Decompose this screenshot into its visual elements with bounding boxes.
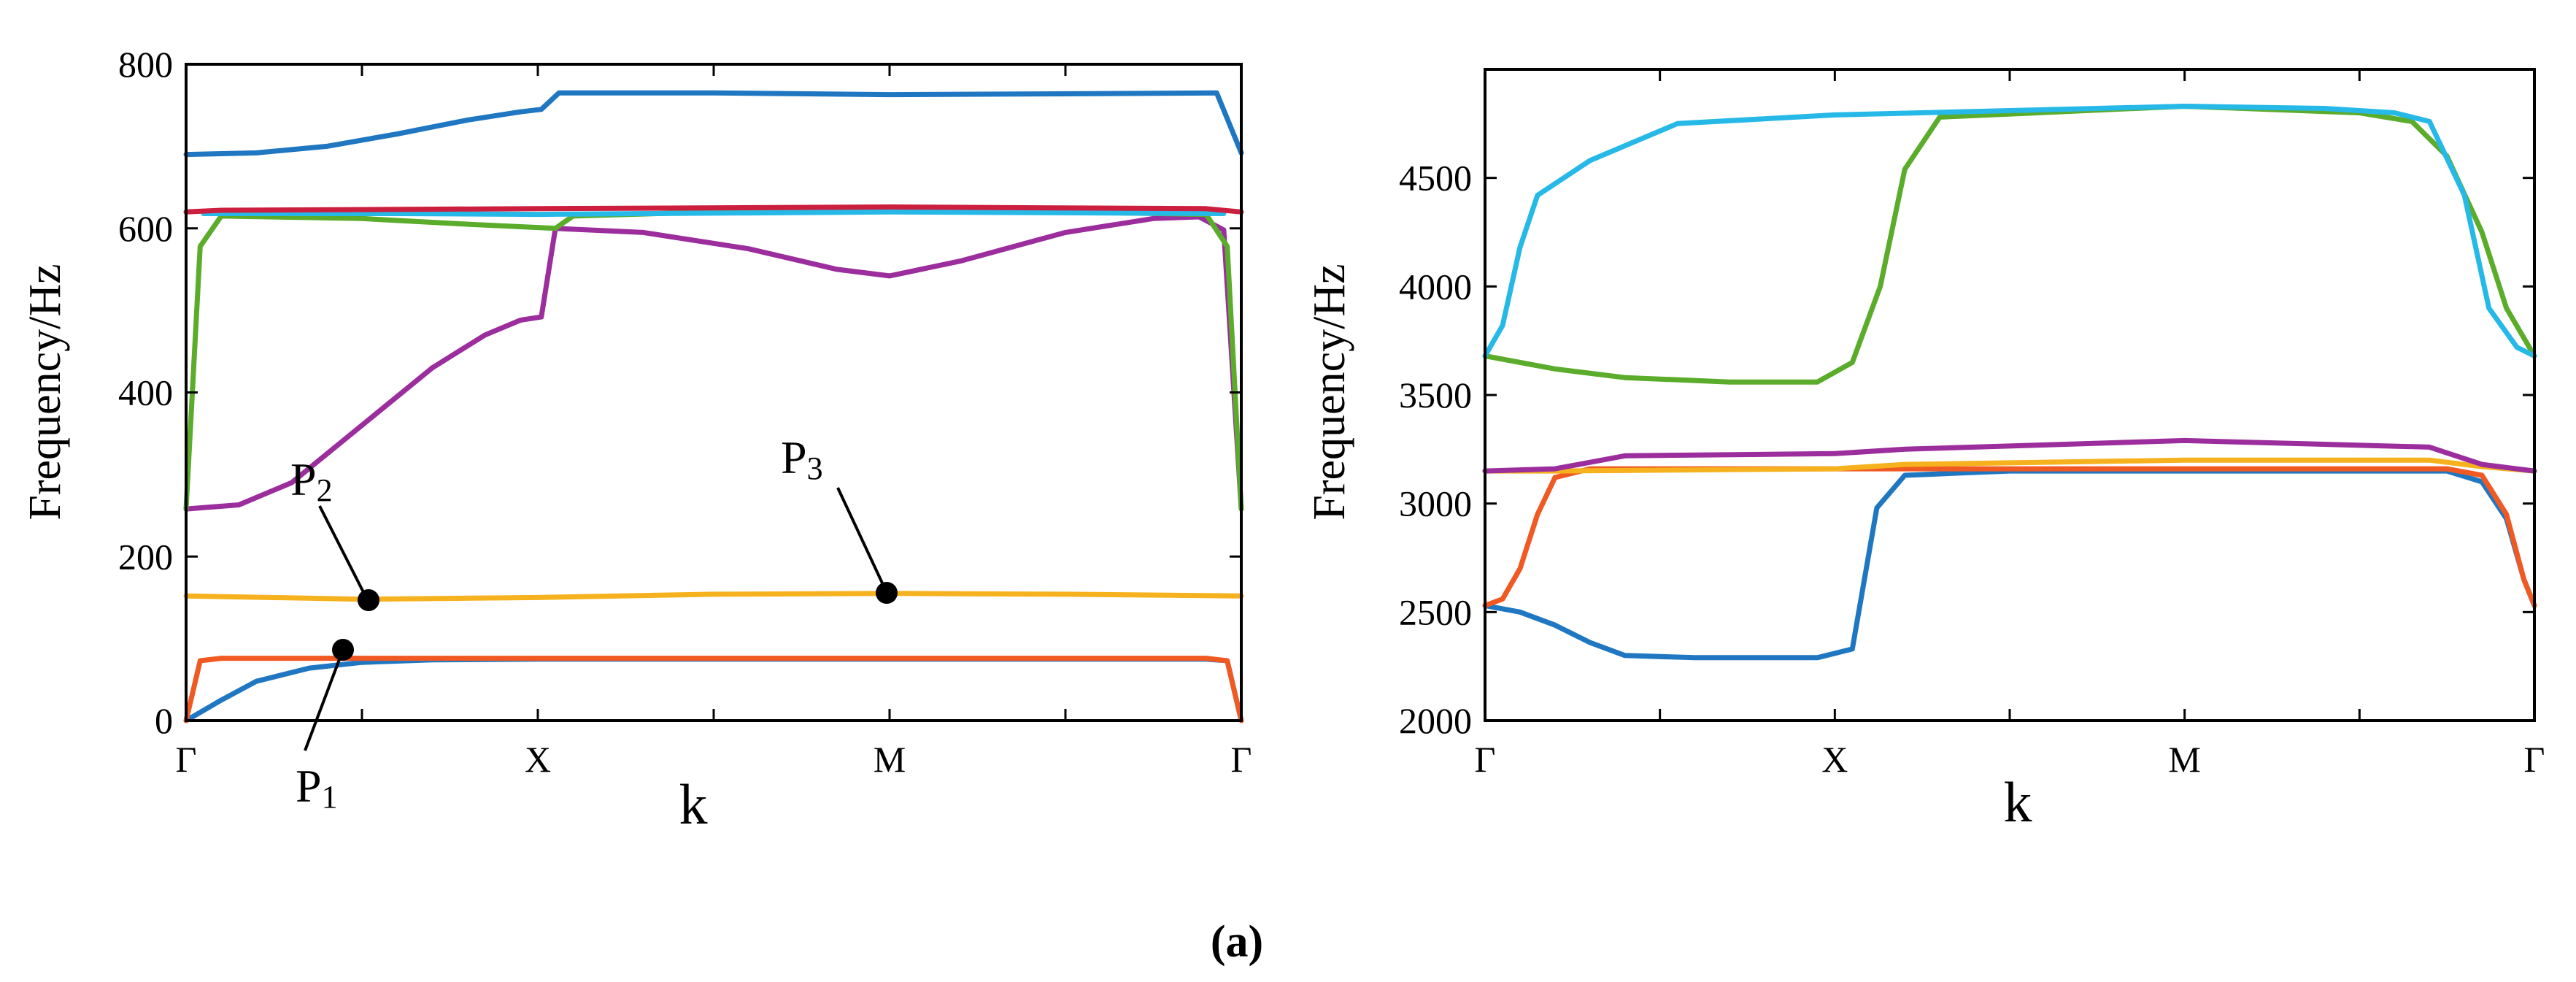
right-band-6-line xyxy=(1482,104,2537,358)
right-ytick-label-3: 3500 xyxy=(1399,375,1472,415)
left-band-5-line xyxy=(183,207,1244,512)
left-band-2-line xyxy=(183,656,1244,724)
right-ytick-label-2: 3000 xyxy=(1399,483,1472,524)
p1-subscript: 1 xyxy=(322,779,338,815)
left-band-6-line xyxy=(201,209,1227,218)
point-p3-marker xyxy=(876,582,898,604)
right-band-5-line xyxy=(1482,104,2537,385)
point-p2-marker xyxy=(358,589,379,611)
right-ytick-label-5: 4500 xyxy=(1399,158,1472,199)
right-band-2-line xyxy=(1482,466,2537,608)
p1-letter: P xyxy=(296,760,322,812)
right-xtick-label-1: X xyxy=(1821,739,1848,780)
point-p3-label: P3 xyxy=(781,431,823,486)
left-y-axis-label: Frequency/Hz xyxy=(20,264,70,520)
left-ytick-label-2: 400 xyxy=(118,372,173,413)
p3-leader-line xyxy=(836,487,886,588)
left-tick-group xyxy=(186,63,1241,722)
right-series-group xyxy=(1482,104,2537,661)
right-xtick-label-0: Γ xyxy=(1475,739,1496,780)
right-ytick-label-1: 2500 xyxy=(1399,591,1472,632)
left-ytick-label-4: 800 xyxy=(118,44,173,85)
left-band-diagram: 0 200 400 600 800 Γ X M Γ Frequency/Hz k P1 P2 … xyxy=(20,44,1252,836)
right-band-1-line xyxy=(1482,468,2537,661)
point-p2-label: P2 xyxy=(290,453,333,508)
left-xtick-label-3: Γ xyxy=(1231,739,1252,780)
p2-letter: P xyxy=(290,453,317,505)
left-series-group xyxy=(183,90,1244,724)
right-xtick-label-3: Γ xyxy=(2524,739,2545,780)
right-xtick-label-2: M xyxy=(2168,739,2200,780)
left-x-axis-label: k xyxy=(679,772,708,836)
left-xtick-label-0: Γ xyxy=(176,739,197,780)
left-band-4-line xyxy=(183,214,1244,512)
point-p1-label: P1 xyxy=(296,760,338,815)
figure-caption: (a) xyxy=(1211,917,1263,967)
left-band-3-line xyxy=(183,591,1244,602)
point-p1-marker xyxy=(332,639,354,661)
right-y-axis-label: Frequency/Hz xyxy=(1305,264,1354,520)
left-band-8-line xyxy=(183,90,1244,158)
p3-letter: P xyxy=(781,431,807,483)
right-ytick-label-4: 4000 xyxy=(1399,266,1472,307)
left-xtick-label-1: X xyxy=(525,739,551,780)
right-plot-frame xyxy=(1484,68,2536,722)
right-tick-group xyxy=(1485,69,2534,722)
p2-subscript: 2 xyxy=(317,472,333,508)
right-ytick-labels: 2000 2500 3000 3500 4000 4500 xyxy=(1399,158,1472,741)
left-ytick-labels: 0 200 400 600 800 xyxy=(118,44,173,741)
left-ytick-label-3: 600 xyxy=(118,208,173,249)
left-band-7-line xyxy=(183,204,1244,215)
left-plot-frame xyxy=(185,63,1243,722)
right-ytick-label-0: 2000 xyxy=(1399,700,1472,741)
left-xtick-label-2: M xyxy=(874,739,906,780)
p2-leader-line xyxy=(318,505,366,596)
right-band-4-line xyxy=(1482,437,2537,474)
left-ytick-label-1: 200 xyxy=(118,536,173,577)
right-band-diagram: 2000 2500 3000 3500 4000 4500 Γ X M Γ Frequency/… xyxy=(1305,68,2545,834)
right-x-axis-label: k xyxy=(2004,770,2032,834)
p3-subscript: 3 xyxy=(807,450,823,486)
right-band-3-line xyxy=(1482,457,2537,474)
left-annotations: P1 P2 P3 xyxy=(290,431,898,815)
left-ytick-label-0: 0 xyxy=(155,700,173,741)
p1-leader-line xyxy=(304,649,344,751)
